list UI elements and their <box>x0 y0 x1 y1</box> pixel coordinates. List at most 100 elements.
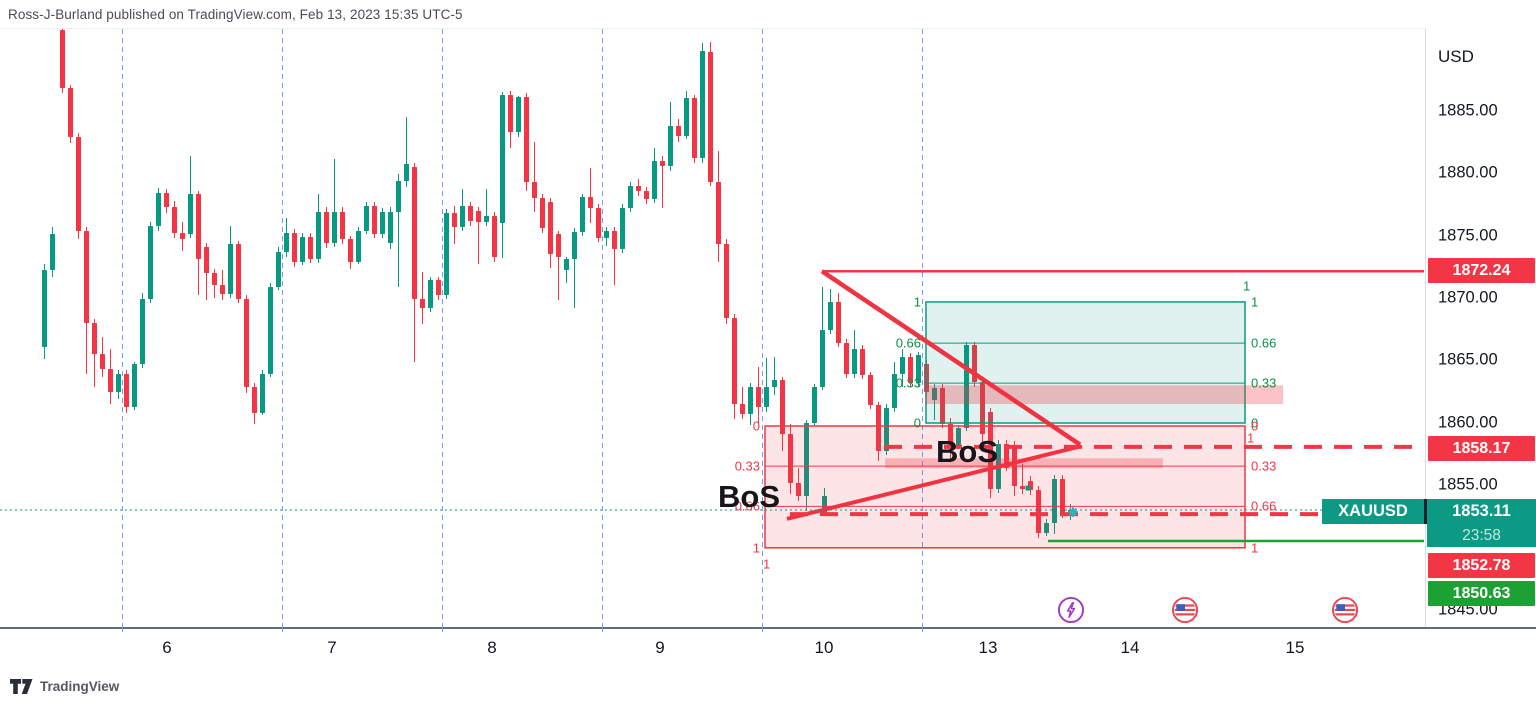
fib-red-corner-label: 1 <box>1247 430 1255 446</box>
candle <box>1036 490 1041 533</box>
time-axis-tick <box>282 627 283 632</box>
candle-wick <box>590 168 591 224</box>
candle <box>292 233 297 262</box>
candle <box>116 374 121 392</box>
chart-attribution-title: Ross-J-Burland published on TradingView.… <box>8 7 463 22</box>
candle <box>372 205 377 235</box>
candle <box>468 205 473 221</box>
candle <box>356 230 361 262</box>
candle <box>972 345 977 382</box>
fib-red-label-0-left: 0 <box>752 418 760 434</box>
candle <box>788 433 793 483</box>
candle <box>636 185 641 191</box>
bos-label-right[interactable]: BoS <box>936 434 998 469</box>
candle <box>396 180 401 212</box>
candle-wick <box>766 357 767 412</box>
candle <box>1044 522 1049 533</box>
time-axis[interactable]: 6 7 8 9 10 13 14 15 <box>0 627 1536 661</box>
candle <box>612 230 617 250</box>
candle <box>1012 445 1017 487</box>
price-tick-1865.00: 1865.00 <box>1438 350 1498 369</box>
time-axis-tick <box>442 627 443 632</box>
supply-zone-upper[interactable] <box>925 385 1283 405</box>
candle <box>1004 443 1009 468</box>
candle <box>420 299 425 308</box>
candle <box>76 136 81 231</box>
candle <box>764 386 769 407</box>
bar-countdown: 23:58 <box>1427 524 1536 547</box>
economic-event-lightning-icon[interactable] <box>1057 596 1085 624</box>
chart-canvas[interactable]: 1 1 0.66 0.66 0.33 0.33 0 0 1 0 0 0.33 0.33 0.66 0.66 1… <box>0 28 1425 627</box>
candle <box>812 386 817 423</box>
day-separator <box>602 29 603 627</box>
fib-green-label-0.33-right: 0.33 <box>1251 375 1277 391</box>
candle <box>932 387 937 401</box>
fib-red-corner-label: 1 <box>763 556 771 572</box>
tradingview-logo[interactable]: TradingView <box>10 679 119 694</box>
candle <box>628 185 633 209</box>
candle-wick <box>614 226 615 286</box>
candle <box>556 234 561 257</box>
candle <box>804 422 809 497</box>
fib-green-label-1-right: 1 <box>1251 294 1259 310</box>
candle <box>1020 486 1025 489</box>
candle <box>716 181 721 245</box>
bos-label-left[interactable]: BoS <box>718 479 780 514</box>
candle <box>924 364 929 392</box>
price-tick-1875.00: 1875.00 <box>1438 226 1498 245</box>
candle <box>508 94 513 132</box>
candle <box>756 386 761 407</box>
candle <box>476 210 481 222</box>
candle <box>708 52 713 182</box>
fib-red-label-0.66-right: 0.66 <box>1251 498 1277 514</box>
fib-green-label-0-left: 0 <box>913 415 921 431</box>
candle <box>660 160 665 166</box>
candle <box>308 236 313 260</box>
candle <box>1060 478 1065 514</box>
candle <box>980 381 985 434</box>
candle <box>700 50 705 159</box>
anchor-dot-marker <box>1025 485 1031 491</box>
time-label-10: 10 <box>814 638 834 657</box>
candle <box>172 206 177 234</box>
fib-red-label-0.33-right: 0.33 <box>1251 458 1277 474</box>
candle-wick <box>662 155 663 209</box>
candle <box>188 194 193 235</box>
candle <box>876 405 881 452</box>
price-tick-1870.00: 1870.00 <box>1438 288 1498 307</box>
candle <box>460 205 465 227</box>
price-tick-1880.00: 1880.00 <box>1438 163 1498 182</box>
candle <box>156 193 161 226</box>
candle <box>964 345 969 428</box>
candle <box>324 211 329 244</box>
candle <box>428 280 433 308</box>
candle <box>92 322 97 355</box>
candle <box>164 193 169 207</box>
candle <box>364 205 369 231</box>
candle <box>548 201 553 255</box>
candle <box>412 166 417 300</box>
fib-red-label-1-right: 1 <box>1251 540 1259 556</box>
symbol-badge-divider <box>1424 499 1427 524</box>
candle <box>822 496 827 513</box>
candle <box>652 160 657 200</box>
candle-wick <box>422 271 423 325</box>
supply-zone-lower[interactable] <box>885 458 1163 469</box>
candle <box>780 380 785 434</box>
candle <box>540 198 545 229</box>
last-bar-sparkle-marker <box>1068 507 1078 517</box>
candle <box>244 299 249 387</box>
day-separator <box>762 29 763 627</box>
candle <box>668 125 673 166</box>
us-flag-event-icon[interactable] <box>1171 596 1199 624</box>
candle <box>68 88 73 137</box>
day-separator <box>442 29 443 627</box>
candle <box>404 164 409 181</box>
time-label-14: 14 <box>1120 638 1140 657</box>
fib-green-label-0.66-right: 0.66 <box>1251 335 1277 351</box>
us-flag-event-icon[interactable] <box>1331 596 1359 624</box>
fib-green-label-0.33-left: 0.33 <box>895 375 921 391</box>
candle <box>148 225 153 300</box>
candle <box>50 234 55 271</box>
candle-wick <box>558 230 559 301</box>
